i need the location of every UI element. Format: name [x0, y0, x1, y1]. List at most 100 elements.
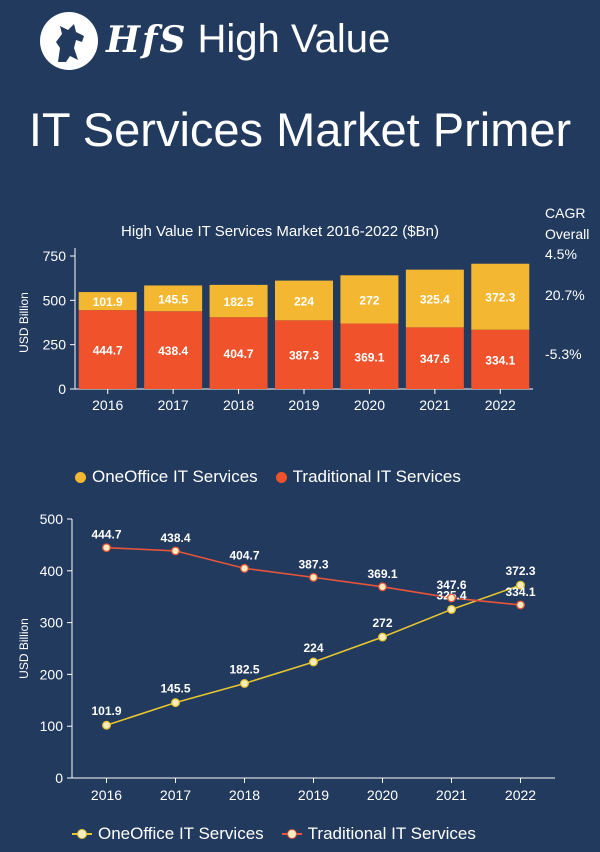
bar-oneoffice-value-label: 272 — [359, 293, 379, 307]
line-chart-x-tick-label: 2019 — [298, 787, 329, 803]
bar-traditional-2020 — [340, 323, 399, 389]
bar-oneoffice-value-label: 101.9 — [93, 295, 123, 309]
line-point-traditional-2017 — [171, 546, 180, 556]
line-point-value-label: 369.1 — [367, 567, 397, 581]
bar-oneoffice-value-label: 224 — [294, 294, 314, 308]
line-chart-y-axis-label: USD Billion — [17, 618, 31, 679]
bar-chart-y-axis-label: USD Billion — [17, 292, 31, 353]
legend-traditional-marker — [275, 471, 287, 483]
line-legend-item-oneoffice: OneOffice IT Services — [72, 824, 264, 844]
stacked-bar-chart: High Value IT Services Market 2016-2022 … — [17, 205, 589, 413]
bar-chart-y-tick-label: 250 — [43, 337, 67, 353]
bar-chart-x-tick-label: 2021 — [419, 397, 450, 413]
cagr-oneoffice-value: 20.7% — [545, 287, 585, 303]
line-point-value-label: 101.9 — [91, 704, 121, 718]
bar-chart-y-tick-label: 750 — [43, 248, 67, 264]
page-title: IT Services Market Primer — [28, 103, 572, 156]
line-point-value-label: 145.5 — [160, 682, 190, 696]
cagr-overall-value: 4.5% — [545, 246, 577, 262]
line-point-value-label: 404.7 — [229, 548, 259, 562]
line-point-oneoffice-2020 — [378, 632, 387, 642]
line-chart-y-tick-label: 500 — [40, 511, 64, 527]
line-point-value-label: 272 — [372, 616, 392, 630]
line-chart-y-tick-label: 200 — [40, 666, 64, 682]
line-point-value-label: 334.1 — [505, 585, 535, 599]
brand-title-text: High Value — [197, 17, 391, 61]
bar-traditional-2017 — [144, 311, 203, 389]
line-legend-traditional-marker — [281, 828, 302, 840]
cagr-traditional-value: -5.3% — [545, 346, 582, 362]
line-point-oneoffice-2017 — [171, 698, 180, 708]
bar-traditional-value-label: 387.3 — [289, 349, 319, 363]
line-point-traditional-2016 — [102, 543, 111, 553]
bar-traditional-2019 — [275, 320, 333, 389]
line-legend-item-traditional: Traditional IT Services — [281, 824, 476, 844]
bar-traditional-value-label: 369.1 — [354, 350, 384, 364]
header: HfS High Value IT Services Market Primer — [0, 0, 600, 180]
line-point-value-label: 438.4 — [160, 531, 190, 545]
brand-title: HfS High Value — [106, 12, 390, 67]
line-point-oneoffice-2022 — [516, 580, 525, 590]
line-point-oneoffice-2016 — [102, 720, 111, 730]
cagr-overall-label: Overall — [545, 226, 589, 242]
bar-oneoffice-value-label: 372.3 — [485, 291, 515, 305]
line-point-value-label: 387.3 — [298, 557, 328, 571]
line-chart-x-tick-label: 2016 — [91, 787, 122, 803]
bar-chart-x-tick-label: 2020 — [354, 397, 385, 413]
bar-chart-x-tick-label: 2017 — [158, 397, 189, 413]
horse-logo-icon — [40, 12, 98, 70]
line-point-traditional-2021 — [447, 593, 456, 603]
bar-oneoffice-2016 — [78, 292, 137, 311]
bar-oneoffice-2018 — [209, 284, 268, 318]
line-point-value-label: 372.3 — [505, 564, 535, 578]
legend-item-oneoffice: OneOffice IT Services — [75, 467, 258, 487]
legend-traditional-label: Traditional IT Services — [292, 467, 461, 486]
bar-chart-x-tick-label: 2019 — [288, 397, 319, 413]
line-point-traditional-2022 — [516, 600, 525, 610]
line-chart-legend: OneOffice IT Services Traditional IT Ser… — [72, 824, 494, 844]
line-point-value-label: 224 — [303, 641, 323, 655]
bar-traditional-value-label: 444.7 — [93, 344, 123, 358]
line-chart-y-tick-label: 100 — [40, 718, 64, 734]
legend-oneoffice-label: OneOffice IT Services — [92, 467, 258, 486]
line-chart-y-tick-label: 400 — [40, 563, 64, 579]
bar-oneoffice-2021 — [405, 269, 464, 328]
brand-logo-text: HfS — [106, 19, 188, 61]
cagr-title: CAGR — [545, 205, 585, 221]
bar-oneoffice-2019 — [275, 280, 333, 321]
bar-traditional-2018 — [209, 317, 268, 389]
bar-chart-x-tick-label: 2016 — [92, 397, 123, 413]
bar-oneoffice-2020 — [340, 275, 399, 324]
bar-oneoffice-value-label: 325.4 — [420, 293, 450, 307]
line-chart-y-tick-label: 300 — [40, 615, 64, 631]
line-legend-oneoffice-label: OneOffice IT Services — [98, 824, 264, 843]
bar-chart-x-tick-label: 2018 — [223, 397, 254, 413]
line-chart-x-tick-label: 2018 — [229, 787, 260, 803]
legend-item-traditional: Traditional IT Services — [275, 467, 461, 487]
line-point-oneoffice-2019 — [309, 657, 318, 667]
bar-chart-legend: OneOffice IT Services Traditional IT Ser… — [75, 467, 479, 487]
line-series-oneoffice — [106, 584, 521, 726]
line-point-value-label: 347.6 — [436, 578, 466, 592]
bar-chart-y-tick-label: 500 — [43, 292, 67, 308]
line-point-value-label: 182.5 — [229, 662, 259, 676]
line-point-traditional-2020 — [378, 582, 387, 592]
line-chart-x-tick-label: 2017 — [160, 787, 191, 803]
bar-traditional-value-label: 347.6 — [420, 352, 450, 366]
line-legend-traditional-label: Traditional IT Services — [307, 824, 476, 843]
line-point-traditional-2019 — [309, 572, 318, 582]
bar-chart-x-tick-label: 2022 — [485, 397, 516, 413]
bar-oneoffice-value-label: 145.5 — [158, 292, 188, 306]
line-point-traditional-2018 — [240, 563, 249, 573]
line-chart-x-tick-label: 2022 — [505, 787, 536, 803]
bar-chart-title: High Value IT Services Market 2016-2022 … — [121, 223, 439, 240]
line-chart-x-tick-label: 2021 — [436, 787, 467, 803]
line-legend-oneoffice-marker — [72, 828, 92, 840]
bar-traditional-value-label: 438.4 — [158, 344, 188, 358]
line-point-oneoffice-2018 — [240, 679, 249, 688]
line-chart-x-tick-label: 2020 — [367, 787, 398, 803]
bar-traditional-value-label: 404.7 — [224, 347, 254, 361]
bar-traditional-2022 — [471, 329, 530, 389]
bar-chart-y-tick-label: 0 — [58, 381, 66, 397]
bar-traditional-2021 — [405, 327, 464, 389]
